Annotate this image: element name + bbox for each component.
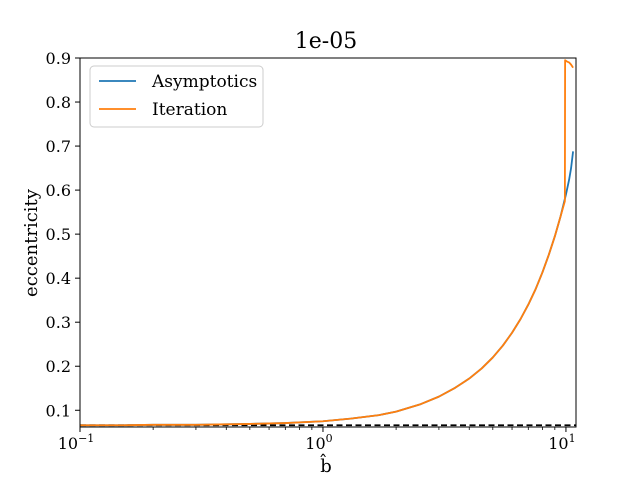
legend-label-asymptotics: Asymptotics [151, 72, 257, 92]
y-tick-label: 0.7 [46, 137, 71, 156]
series-line-iteration [80, 59, 574, 427]
y-tick-label: 0.9 [46, 49, 71, 68]
plot-area [79, 57, 577, 428]
plot-frame [79, 57, 577, 428]
y-axis-label: eccentricity [21, 188, 42, 297]
axis-ticks: 10−1 100 101 0.1 0.2 0.3 0.4 0.5 0.6 0.7 0.8 0.9 [46, 49, 576, 453]
y-tick-label: 0.3 [46, 313, 71, 332]
legend-label-iteration: Iteration [152, 100, 227, 120]
y-tick-label: 0.4 [46, 269, 71, 288]
y-tick-label: 0.2 [46, 357, 71, 376]
chart-title: 1e-05 [295, 29, 357, 54]
y-tick-label: 0.8 [46, 93, 71, 112]
y-tick-label: 0.1 [46, 401, 71, 420]
x-axis-label: b̂ [320, 452, 332, 477]
y-tick-label: 0.6 [46, 181, 71, 200]
x-tick-label: 10−1 [58, 432, 95, 453]
x-tick-label: 100 [305, 432, 332, 453]
legend: Asymptotics Iteration [89, 65, 264, 128]
x-tick-label: 101 [548, 432, 575, 453]
series-line-asymptotics [80, 151, 574, 427]
y-tick-label: 0.5 [46, 225, 71, 244]
